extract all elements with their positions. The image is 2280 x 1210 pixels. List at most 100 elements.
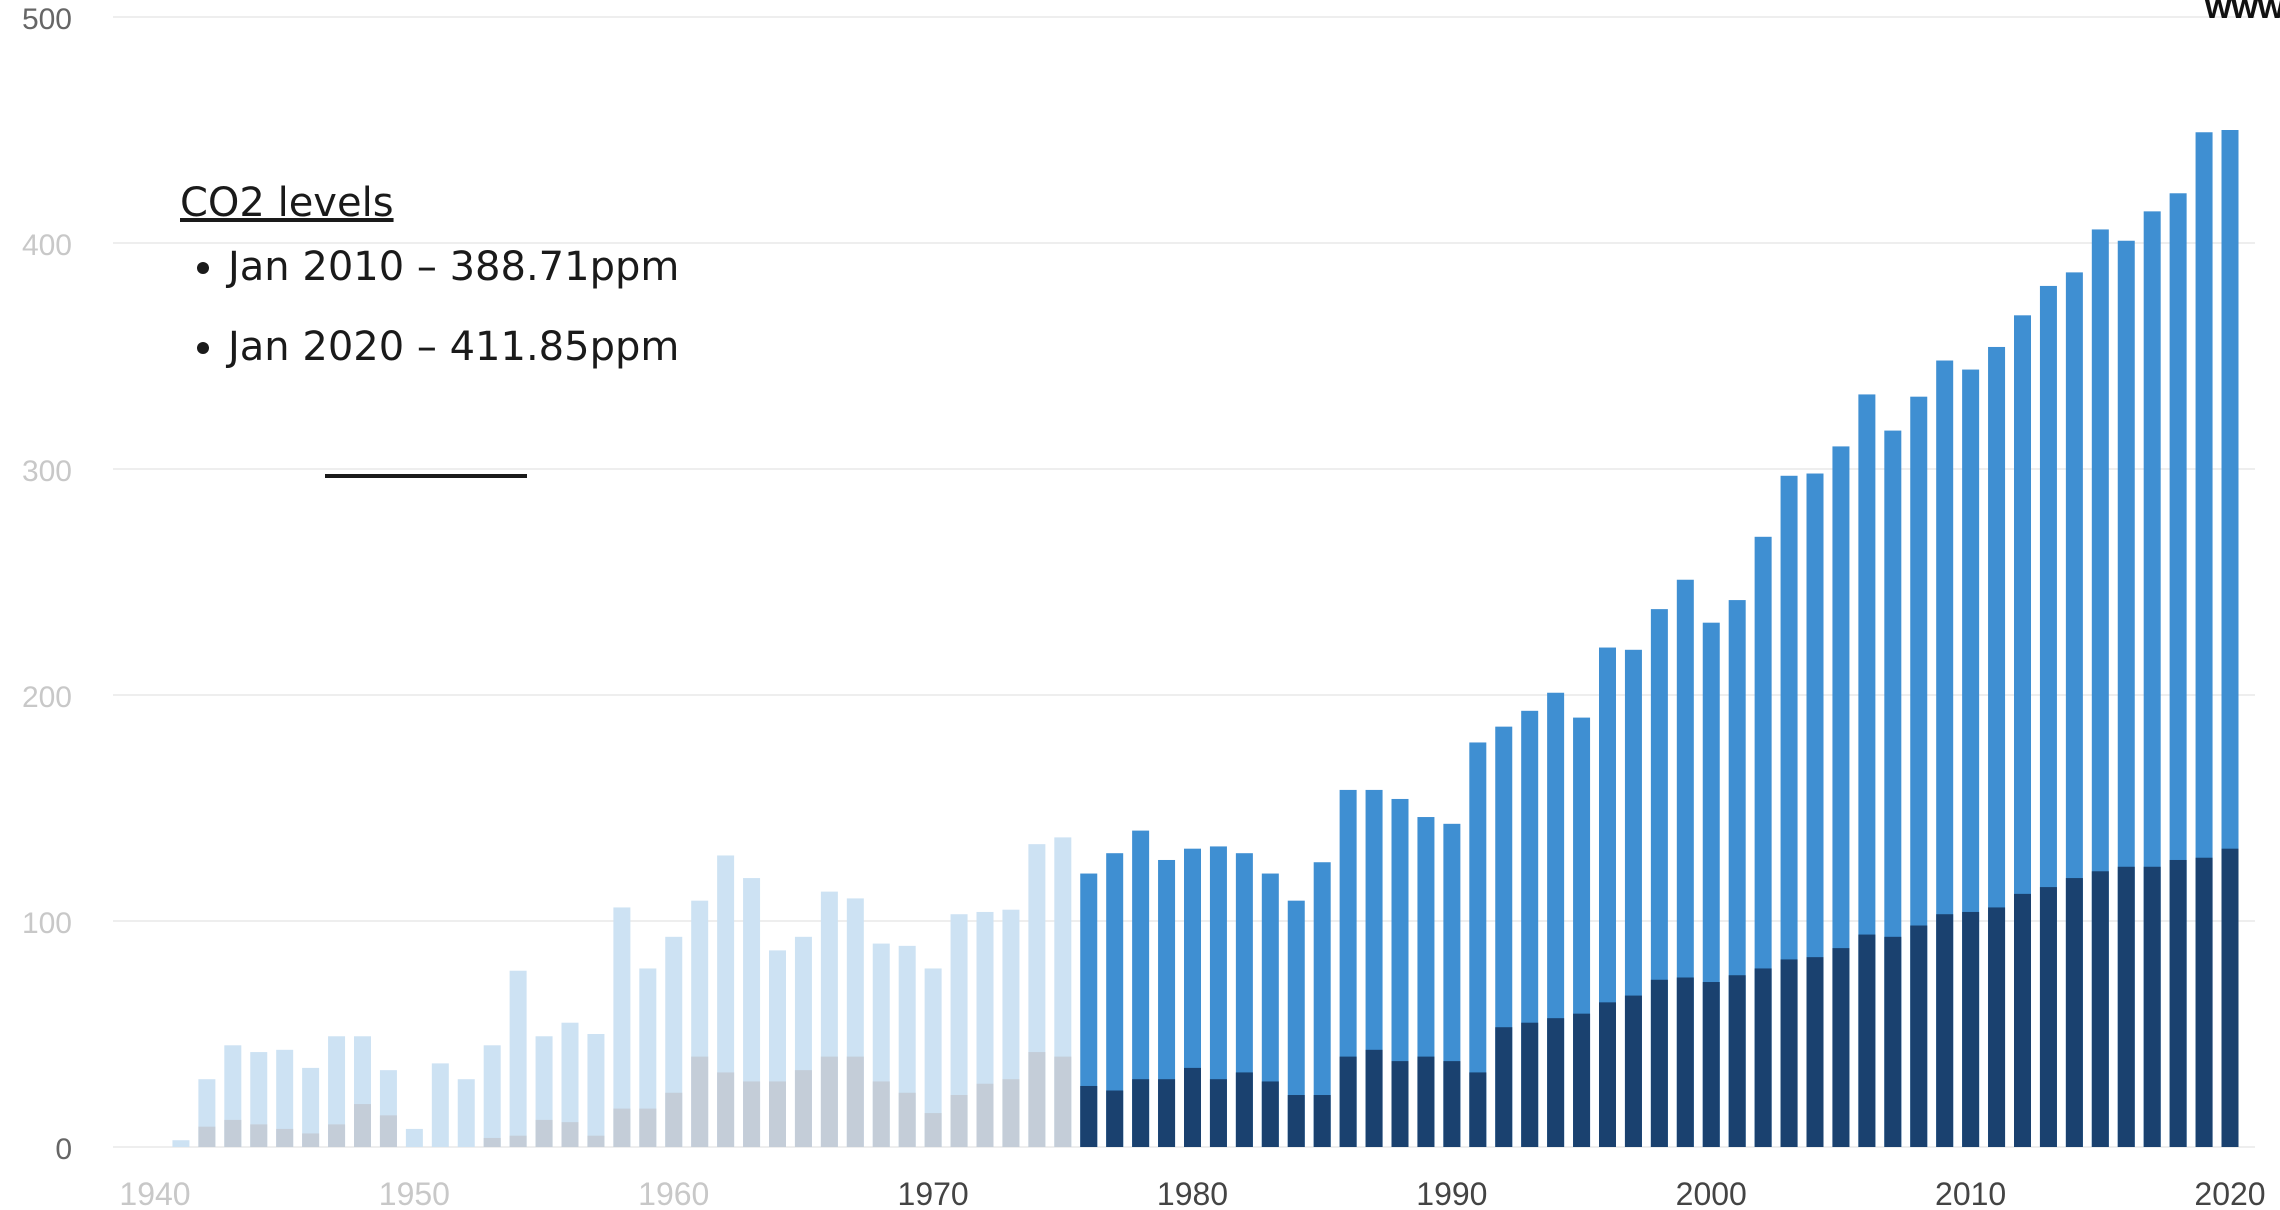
bar-lower-2017 bbox=[2143, 866, 2161, 1147]
bar-lower-1997 bbox=[1624, 995, 1642, 1147]
bar-total-1959 bbox=[639, 968, 657, 1147]
bar-lower-2015 bbox=[2091, 871, 2109, 1147]
bar-lower-1949 bbox=[379, 1115, 397, 1147]
bar-lower-1998 bbox=[1650, 979, 1668, 1147]
bar-lower-1962 bbox=[717, 1072, 735, 1147]
bar-lower-1977 bbox=[1106, 1090, 1124, 1147]
x-tick-label-1990: 1990 bbox=[1416, 1176, 1487, 1210]
bar-lower-1948 bbox=[354, 1104, 371, 1147]
watermark-text: www bbox=[2205, 0, 2280, 26]
y-tick-label-100: 100 bbox=[22, 907, 72, 940]
bar-lower-1980 bbox=[1184, 1067, 1201, 1147]
bar-lower-2006 bbox=[1858, 934, 1876, 1147]
bar-lower-1942 bbox=[198, 1126, 216, 1147]
bar-lower-1987 bbox=[1365, 1049, 1383, 1147]
bar-lower-1963 bbox=[743, 1081, 761, 1147]
y-axis-ticks: 0 100 200 300 400 500 bbox=[22, 3, 72, 1166]
bar-lower-1986 bbox=[1339, 1056, 1357, 1147]
bar-lower-1988 bbox=[1391, 1061, 1409, 1147]
bar-total-1963 bbox=[743, 878, 761, 1147]
bar-lower-1978 bbox=[1132, 1079, 1150, 1147]
bar-lower-1959 bbox=[639, 1108, 657, 1147]
bar-lower-2002 bbox=[1754, 968, 1772, 1147]
bar-lower-2007 bbox=[1884, 936, 1902, 1147]
bar-lower-1961 bbox=[691, 1056, 709, 1147]
x-tick-label-1940: 1940 bbox=[119, 1176, 190, 1210]
y-tick-label-400: 400 bbox=[22, 229, 72, 262]
y-tick-label-500: 500 bbox=[22, 3, 72, 36]
bar-lower-1943 bbox=[224, 1119, 242, 1147]
bar-total-1979 bbox=[1158, 859, 1176, 1147]
bar-total-1988 bbox=[1391, 798, 1409, 1147]
bar-lower-1970 bbox=[924, 1113, 942, 1147]
x-tick-label-1970: 1970 bbox=[898, 1176, 969, 1210]
bar-total-1991 bbox=[1469, 742, 1487, 1147]
bar-lower-2009 bbox=[1936, 914, 1954, 1147]
bar-total-1985 bbox=[1313, 862, 1331, 1147]
bar-lower-2016 bbox=[2117, 866, 2135, 1147]
annotation-item-2010: Jan 2010 – 388.71ppm bbox=[228, 244, 679, 290]
bar-lower-1974 bbox=[1028, 1052, 1046, 1147]
bar-lower-2004 bbox=[1806, 957, 1824, 1147]
bar-total-1971 bbox=[950, 914, 968, 1147]
bar-lower-2012 bbox=[2014, 893, 2031, 1147]
x-tick-label-1980: 1980 bbox=[1157, 1176, 1228, 1210]
bar-lower-2013 bbox=[2039, 887, 2057, 1147]
bar-total-1950 bbox=[405, 1128, 423, 1147]
bar-lower-1946 bbox=[302, 1133, 320, 1147]
bar-total-1945 bbox=[276, 1049, 294, 1147]
bar-total-1976 bbox=[1080, 873, 1098, 1147]
bar-lower-1996 bbox=[1599, 1002, 1616, 1147]
bar-lower-2001 bbox=[1728, 975, 1746, 1147]
bar-total-1978 bbox=[1132, 830, 1150, 1147]
annotation-list: Jan 2010 – 388.71ppm Jan 2020 – 411.85pp… bbox=[180, 244, 679, 370]
bar-lower-1971 bbox=[950, 1095, 968, 1147]
bar-lower-2011 bbox=[1988, 907, 2006, 1147]
bar-lower-1945 bbox=[276, 1128, 294, 1147]
x-axis-ticks: 1940 1950 1960 1970 1980 1990 2000 2010 2020 bbox=[119, 1176, 2265, 1210]
bar-lower-1985 bbox=[1313, 1095, 1331, 1147]
bar-lower-1947 bbox=[328, 1124, 346, 1147]
bar-total-1957 bbox=[587, 1034, 605, 1147]
bar-lower-2020 bbox=[2221, 848, 2239, 1147]
bar-lower-1994 bbox=[1547, 1018, 1565, 1147]
y-tick-label-0: 0 bbox=[55, 1133, 72, 1166]
bar-lower-1993 bbox=[1521, 1022, 1539, 1147]
bar-lower-1966 bbox=[820, 1056, 838, 1147]
bar-lower-1979 bbox=[1158, 1079, 1176, 1147]
bar-lower-2008 bbox=[1910, 925, 1928, 1147]
bar-lower-1989 bbox=[1417, 1056, 1435, 1147]
bar-lower-1972 bbox=[976, 1083, 994, 1147]
bar-total-1970 bbox=[924, 968, 942, 1147]
bar-total-1956 bbox=[561, 1022, 579, 1147]
bar-lower-1968 bbox=[872, 1081, 890, 1147]
bar-total-1946 bbox=[302, 1067, 320, 1147]
bar-lower-1964 bbox=[769, 1081, 786, 1147]
bar-total-1944 bbox=[250, 1052, 268, 1147]
x-tick-label-2000: 2000 bbox=[1676, 1176, 1747, 1210]
bar-total-1951 bbox=[431, 1063, 449, 1147]
bar-lower-1984 bbox=[1287, 1095, 1305, 1147]
y-tick-label-200: 200 bbox=[22, 681, 72, 714]
x-tick-label-2010: 2010 bbox=[1935, 1176, 2006, 1210]
co2-annotation: CO2 levels Jan 2010 – 388.71ppm Jan 2020… bbox=[180, 180, 679, 404]
bar-lower-1967 bbox=[846, 1056, 864, 1147]
bar-total-1977 bbox=[1106, 853, 1124, 1147]
bar-total-1958 bbox=[613, 907, 631, 1147]
annotation-item-2020: Jan 2020 – 411.85ppm bbox=[228, 324, 679, 370]
bar-lower-1975 bbox=[1054, 1056, 1072, 1147]
bar-lower-1969 bbox=[898, 1092, 916, 1147]
bar-lower-1999 bbox=[1676, 977, 1694, 1147]
x-tick-label-1950: 1950 bbox=[379, 1176, 450, 1210]
bar-lower-1990 bbox=[1443, 1061, 1461, 1147]
x-tick-label-2020: 2020 bbox=[2194, 1176, 2265, 1210]
bar-lower-1957 bbox=[587, 1135, 605, 1147]
bar-lower-1958 bbox=[613, 1108, 631, 1147]
bar-lower-1953 bbox=[483, 1137, 501, 1147]
bar-lower-2005 bbox=[1832, 948, 1850, 1147]
bars bbox=[172, 130, 2239, 1148]
bar-lower-1944 bbox=[250, 1124, 268, 1147]
annotation-heading: CO2 levels bbox=[180, 180, 394, 226]
bar-lower-1956 bbox=[561, 1122, 579, 1147]
